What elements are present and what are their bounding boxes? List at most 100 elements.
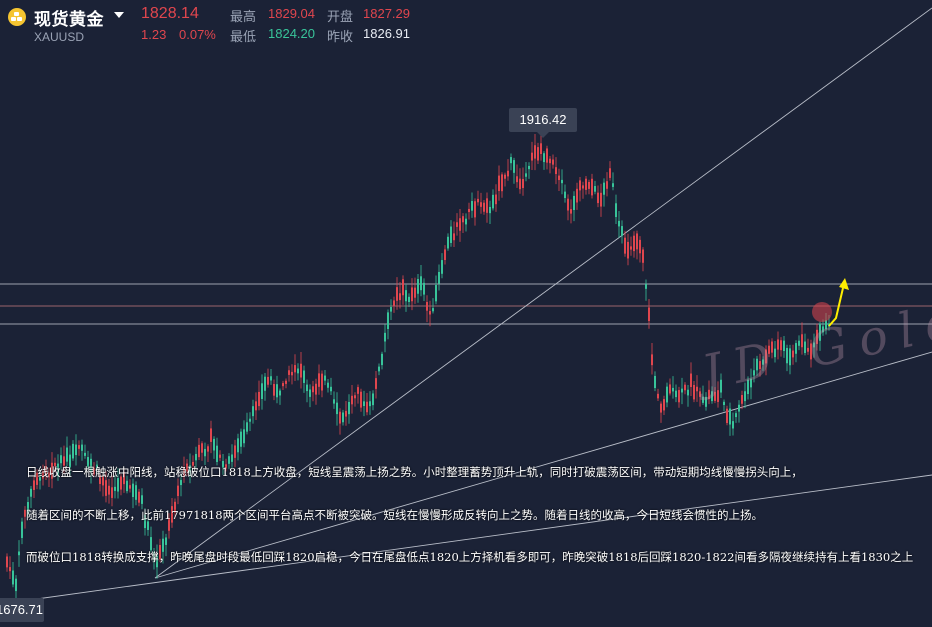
candle (354, 392, 356, 407)
candle (201, 441, 203, 461)
candle-body (699, 391, 701, 397)
candle (285, 378, 287, 389)
candle-body (123, 471, 125, 485)
candle-body (753, 370, 755, 376)
candle-body (6, 556, 8, 568)
candle (99, 469, 101, 492)
candle-body (15, 578, 17, 592)
candle-body (423, 282, 425, 295)
instrument-title[interactable]: 现货黄金 (34, 10, 104, 30)
candle-body (807, 347, 809, 352)
candle-body (555, 167, 557, 175)
candle (15, 575, 17, 599)
candle-body (234, 445, 236, 458)
candle (162, 530, 164, 564)
candle-body (639, 239, 641, 254)
candle (588, 179, 590, 195)
candle (633, 231, 635, 258)
candle (759, 353, 761, 377)
candle-body (138, 491, 140, 503)
candle-body (759, 361, 761, 370)
candle (414, 277, 416, 304)
candle (342, 409, 344, 426)
candle-body (627, 241, 629, 259)
candle (489, 200, 491, 224)
candle (123, 468, 125, 493)
candle-body (87, 457, 89, 467)
candle-body (765, 349, 767, 364)
candle (567, 194, 569, 221)
candle-body (405, 290, 407, 302)
candle (735, 410, 737, 423)
candle (720, 373, 722, 398)
candle-body (45, 466, 47, 476)
candle (813, 333, 815, 358)
trend-line-resistance (154, 7, 932, 579)
candle (549, 156, 551, 174)
candle (336, 392, 338, 426)
candle (786, 344, 788, 372)
candle-body (792, 350, 794, 358)
candle-body (141, 495, 143, 504)
candle (378, 363, 380, 376)
candle (780, 337, 782, 357)
candle-body (90, 458, 92, 473)
candle-body (276, 384, 278, 398)
candle-body (579, 180, 581, 191)
candle-body (147, 521, 149, 530)
candle-body (336, 402, 338, 415)
candle-body (486, 198, 488, 213)
candle-body (126, 480, 128, 492)
candle-body (348, 401, 350, 415)
candle (804, 333, 806, 356)
candle (168, 513, 170, 539)
candle (411, 278, 413, 311)
candle (612, 172, 614, 191)
candle-body (582, 185, 584, 189)
candle-body (225, 464, 227, 469)
candle (171, 498, 173, 528)
candle-body (747, 379, 749, 395)
candle (621, 220, 623, 244)
candle (288, 365, 290, 382)
candle-body (609, 168, 611, 178)
candle (456, 213, 458, 236)
low-value: 1824.20 (268, 26, 315, 41)
candle (618, 211, 620, 238)
candle (291, 364, 293, 385)
candle-body (738, 404, 740, 412)
candle-body (666, 386, 668, 403)
candle-body (498, 175, 500, 192)
candle-body (813, 342, 815, 348)
candle (510, 153, 512, 171)
candle (93, 462, 95, 478)
candle-body (363, 401, 365, 407)
candle-body (309, 389, 311, 397)
candle (447, 233, 449, 251)
candle (12, 561, 14, 588)
candle (387, 309, 389, 340)
candle (402, 275, 404, 305)
candle (249, 412, 251, 431)
candle-body (267, 376, 269, 385)
candle (657, 388, 659, 402)
candle-body (444, 249, 446, 261)
candle (42, 464, 44, 486)
candle-body (150, 537, 152, 551)
candle-body (111, 487, 113, 498)
candle (315, 378, 317, 405)
candle (423, 278, 425, 302)
candle (126, 475, 128, 494)
candle-body (684, 384, 686, 391)
candle-body (318, 373, 320, 387)
caret-down-icon[interactable] (114, 12, 124, 18)
candle (459, 209, 461, 242)
candle (228, 453, 230, 470)
candle-body (180, 480, 182, 486)
candle (444, 245, 446, 265)
candle-body (261, 383, 263, 399)
quote-header: 现货黄金 XAUUSD 1828.14 1.23 0.07% 最高 1829.0… (0, 0, 460, 48)
candle (147, 517, 149, 536)
